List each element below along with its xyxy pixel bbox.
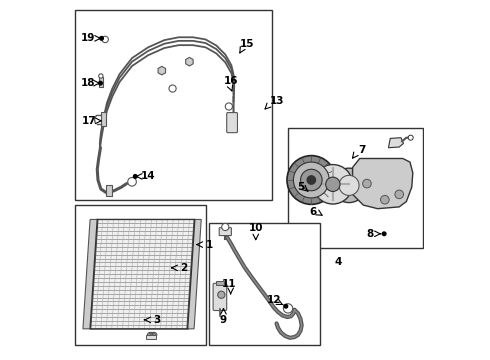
Bar xyxy=(209,223,320,345)
Circle shape xyxy=(363,179,371,188)
Text: 16: 16 xyxy=(223,76,238,86)
Text: 12: 12 xyxy=(267,295,281,305)
Text: 11: 11 xyxy=(221,279,236,289)
Circle shape xyxy=(169,85,176,92)
Bar xyxy=(74,10,272,200)
FancyBboxPatch shape xyxy=(227,113,238,133)
Circle shape xyxy=(395,190,403,199)
Circle shape xyxy=(408,135,413,140)
Text: 3: 3 xyxy=(153,315,161,325)
Circle shape xyxy=(283,304,293,313)
Polygon shape xyxy=(158,66,166,75)
Circle shape xyxy=(332,168,366,203)
Circle shape xyxy=(313,165,353,204)
Bar xyxy=(74,205,205,345)
Text: 13: 13 xyxy=(270,96,285,106)
Circle shape xyxy=(218,291,225,298)
Text: 15: 15 xyxy=(240,39,254,49)
Circle shape xyxy=(102,36,108,42)
Polygon shape xyxy=(186,57,193,66)
Bar xyxy=(99,77,102,87)
Circle shape xyxy=(287,156,336,204)
Circle shape xyxy=(133,175,137,178)
Circle shape xyxy=(221,224,229,230)
Text: 1: 1 xyxy=(205,239,213,249)
Circle shape xyxy=(326,177,340,192)
Circle shape xyxy=(98,81,102,85)
Bar xyxy=(106,185,112,196)
FancyBboxPatch shape xyxy=(213,283,227,311)
Polygon shape xyxy=(187,220,201,329)
Text: 5: 5 xyxy=(297,182,304,192)
Text: 9: 9 xyxy=(220,315,227,325)
Polygon shape xyxy=(83,220,98,329)
Text: 2: 2 xyxy=(180,263,188,273)
Circle shape xyxy=(339,175,359,195)
Bar xyxy=(101,112,106,126)
Text: 6: 6 xyxy=(310,207,317,217)
Text: 19: 19 xyxy=(81,33,96,43)
Bar xyxy=(147,335,156,339)
Circle shape xyxy=(225,103,232,110)
Text: 7: 7 xyxy=(358,144,365,154)
Circle shape xyxy=(300,169,322,191)
Text: 17: 17 xyxy=(82,116,97,126)
Circle shape xyxy=(128,177,136,186)
Polygon shape xyxy=(353,158,413,209)
Text: 4: 4 xyxy=(335,257,342,267)
Circle shape xyxy=(100,37,103,40)
Circle shape xyxy=(381,195,389,204)
Circle shape xyxy=(284,305,288,308)
Bar xyxy=(216,281,224,285)
Circle shape xyxy=(307,176,316,184)
Circle shape xyxy=(98,74,103,78)
Polygon shape xyxy=(90,220,195,329)
Circle shape xyxy=(382,232,386,235)
Circle shape xyxy=(294,162,329,198)
Text: 18: 18 xyxy=(81,78,96,88)
Text: 10: 10 xyxy=(248,224,263,233)
Text: 14: 14 xyxy=(141,171,155,181)
Polygon shape xyxy=(389,138,403,148)
Text: 8: 8 xyxy=(366,229,373,239)
FancyBboxPatch shape xyxy=(219,228,231,235)
Bar xyxy=(288,128,422,248)
